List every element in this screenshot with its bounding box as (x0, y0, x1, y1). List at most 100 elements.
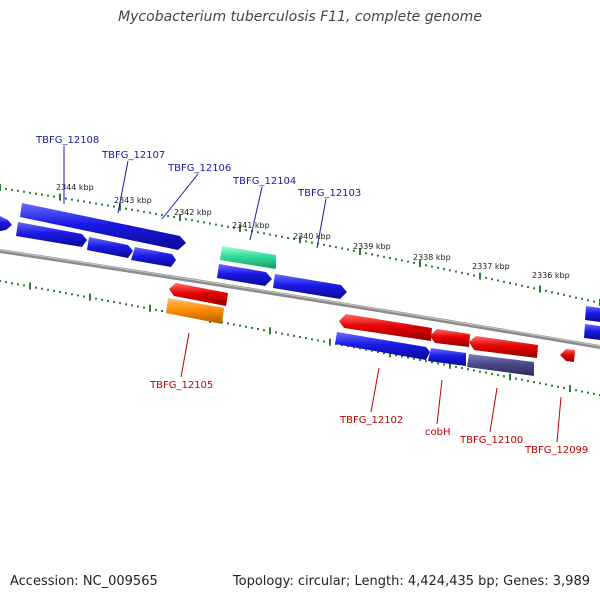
scale-labels: 2344 kbp 2343 kbp 2342 kbp 2341 kbp 2340… (56, 183, 570, 280)
minor-tick (215, 223, 217, 226)
gene-label[interactable]: TBFG_12107 (101, 150, 165, 161)
forward-gene-arrow[interactable] (0, 216, 12, 231)
gene-label[interactable]: TBFG_12105 (149, 380, 213, 391)
minor-tick (95, 202, 97, 205)
minor-tick (425, 264, 427, 267)
minor-tick (83, 200, 85, 203)
minor-tick (533, 287, 535, 290)
forward-callouts (63, 146, 327, 249)
minor-tick (575, 389, 577, 392)
minor-tick (551, 291, 553, 294)
reverse-gene-arrow[interactable] (469, 336, 538, 358)
forward-gene-arrow[interactable] (20, 203, 186, 250)
gene-label[interactable]: cobH (425, 427, 450, 438)
minor-tick (287, 237, 289, 239)
slate-gene[interactable] (467, 354, 534, 376)
minor-tick (23, 190, 25, 193)
forward-gene-arrow[interactable] (585, 306, 600, 322)
minor-tick (161, 310, 163, 312)
minor-tick (17, 283, 19, 286)
gene-label[interactable]: TBFG_12100 (459, 435, 523, 446)
gene-label[interactable]: TBFG_12104 (232, 176, 296, 187)
minor-tick (281, 235, 283, 238)
minor-tick (95, 297, 97, 300)
minor-tick (245, 325, 247, 328)
minor-tick (581, 297, 583, 300)
minor-tick (521, 378, 523, 381)
reverse-gene-arrow[interactable] (560, 349, 575, 362)
major-tick (89, 293, 91, 301)
forward-genes-upper (0, 203, 186, 250)
minor-tick (209, 222, 211, 225)
minor-tick (371, 253, 373, 256)
minor-tick (557, 385, 559, 388)
forward-gene-arrow[interactable] (335, 332, 430, 360)
callout-line (249, 186, 263, 241)
teal-gene[interactable] (220, 246, 276, 269)
minor-tick (323, 340, 325, 343)
minor-tick (563, 386, 565, 389)
minor-tick (137, 305, 139, 308)
minor-tick (275, 234, 277, 237)
genome-summary-text: Topology: circular; Length: 4,424,435 bp… (232, 574, 590, 589)
forward-gene-arrow[interactable] (428, 348, 466, 366)
minor-tick (203, 221, 205, 224)
forward-gene-arrow[interactable] (273, 274, 347, 299)
minor-tick (239, 324, 241, 327)
forward-genes-lower (16, 222, 600, 376)
minor-tick (359, 347, 361, 350)
minor-tick (305, 240, 307, 243)
gene-label[interactable]: TBFG_12108 (35, 135, 99, 146)
gene-label[interactable]: TBFG_12099 (524, 445, 588, 456)
minor-tick (527, 379, 529, 382)
minor-tick (263, 232, 265, 235)
major-tick (389, 350, 391, 358)
minor-tick (167, 215, 169, 217)
scale-label: 2343 kbp (114, 196, 152, 205)
minor-tick (557, 292, 559, 295)
minor-tick (401, 355, 403, 358)
minor-tick (383, 255, 385, 258)
minor-tick (101, 203, 103, 206)
minor-tick (191, 219, 193, 222)
minor-tick (143, 306, 145, 309)
minor-tick (11, 282, 13, 285)
minor-tick (143, 210, 145, 213)
callout-line (316, 198, 327, 249)
major-tick (149, 304, 151, 312)
minor-tick (485, 276, 487, 279)
minor-tick (263, 329, 265, 332)
forward-gene-arrow[interactable] (131, 247, 176, 267)
major-tick (539, 285, 541, 293)
reverse-gene-arrow[interactable] (430, 329, 470, 347)
minor-tick (305, 337, 307, 340)
gene-label[interactable]: TBFG_12102 (339, 415, 403, 426)
forward-gene-arrow[interactable] (217, 264, 272, 286)
reverse-gene-arrow[interactable] (169, 283, 228, 306)
gene-label[interactable]: TBFG_12103 (297, 188, 361, 199)
minor-tick (131, 208, 133, 211)
minor-tick (287, 333, 289, 336)
minor-tick (275, 331, 277, 334)
minor-tick (329, 245, 331, 248)
minor-tick (473, 274, 475, 277)
forward-gene-arrow[interactable] (584, 324, 600, 340)
minor-tick (257, 328, 259, 330)
minor-tick (227, 225, 229, 228)
forward-gene-arrow[interactable] (87, 237, 133, 258)
reverse-gene-arrow[interactable] (339, 314, 432, 341)
major-tick (239, 225, 241, 232)
minor-tick (137, 209, 139, 212)
major-tick (59, 193, 61, 201)
major-tick (479, 272, 481, 280)
gene-label[interactable]: TBFG_12106 (167, 163, 231, 174)
minor-tick (431, 361, 433, 364)
minor-tick (479, 370, 481, 373)
minor-tick (53, 195, 55, 198)
genome-backbone-highlight (0, 249, 600, 347)
orange-gene[interactable] (166, 298, 224, 324)
minor-tick (455, 365, 457, 368)
minor-tick (533, 381, 535, 384)
forward-gene-arrow[interactable] (16, 222, 87, 247)
